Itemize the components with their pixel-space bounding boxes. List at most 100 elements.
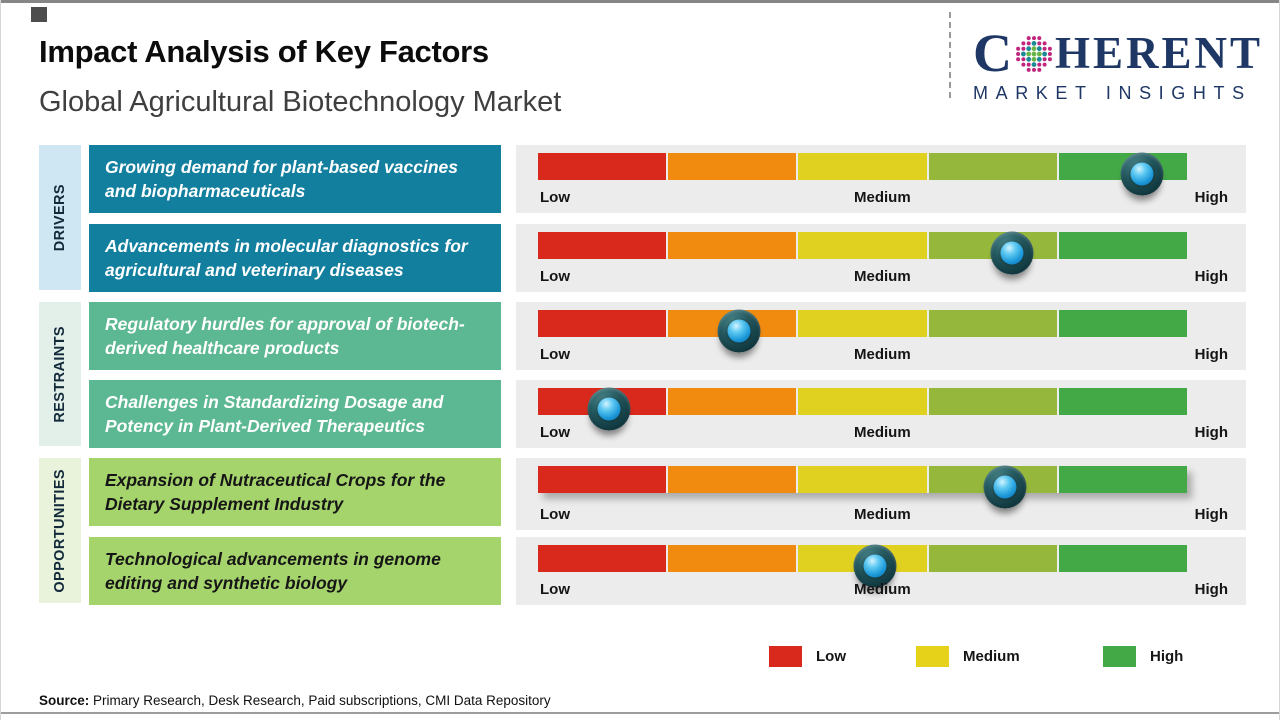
scale-label-medium: Medium bbox=[854, 506, 911, 523]
scale-segment-medium bbox=[798, 153, 927, 180]
impact-scale-row: Low Medium High bbox=[516, 537, 1246, 605]
impact-scale-bar bbox=[538, 231, 1188, 275]
scale-labels: Low Medium High bbox=[540, 189, 1228, 206]
factor-box: Growing demand for plant-based vaccines … bbox=[89, 145, 501, 213]
scale-label-medium: Medium bbox=[854, 424, 911, 441]
top-border bbox=[1, 0, 1279, 3]
scale-segment-low-mid bbox=[668, 153, 797, 180]
scale-segment-high bbox=[1058, 466, 1188, 493]
factor-box: Technological advancements in genome edi… bbox=[89, 537, 501, 605]
factor-text: Technological advancements in genome edi… bbox=[105, 548, 441, 593]
page-subtitle: Global Agricultural Biotechnology Market bbox=[39, 86, 562, 118]
scale-segment-low-mid bbox=[668, 545, 797, 572]
brand-letter-c: C bbox=[973, 23, 1012, 83]
category-opportunities: OPPORTUNITIES bbox=[39, 458, 81, 603]
scale-segment-medium bbox=[798, 232, 927, 259]
source-label: Source: bbox=[39, 693, 90, 708]
scale-segment-mid-high bbox=[928, 153, 1057, 180]
scale-label-high: High bbox=[1194, 424, 1228, 441]
scale-label-medium: Medium bbox=[854, 189, 911, 206]
scale-segment-high bbox=[1058, 388, 1188, 415]
category-restraints-label: RESTRAINTS bbox=[52, 325, 68, 423]
scale-labels: Low Medium High bbox=[540, 424, 1228, 441]
scale-label-high: High bbox=[1194, 189, 1228, 206]
factor-text: Expansion of Nutraceutical Crops for the… bbox=[105, 469, 446, 514]
scale-segment-low bbox=[538, 545, 667, 572]
source-note: Source: Primary Research, Desk Research,… bbox=[39, 693, 551, 708]
scale-segment-low bbox=[538, 466, 667, 493]
impact-scale-row: Low Medium High bbox=[516, 302, 1246, 370]
scale-label-low: Low bbox=[540, 506, 570, 523]
impact-scale-bar bbox=[538, 152, 1188, 196]
globe-icon bbox=[1016, 36, 1052, 72]
legend-item-high: High bbox=[1103, 646, 1183, 667]
impact-scale-row: Low Medium High bbox=[516, 224, 1246, 292]
scale-segment-low bbox=[538, 232, 667, 259]
legend-label-medium: Medium bbox=[963, 648, 1020, 665]
factor-box: Expansion of Nutraceutical Crops for the… bbox=[89, 458, 501, 526]
scale-label-low: Low bbox=[540, 581, 570, 598]
scale-label-medium: Medium bbox=[854, 268, 911, 285]
brand-wordmark: C HERENT bbox=[973, 26, 1265, 80]
impact-scale-bar bbox=[538, 387, 1188, 431]
scale-segment-low-mid bbox=[668, 232, 797, 259]
scale-segment-medium bbox=[798, 466, 927, 493]
factor-text: Challenges in Standardizing Dosage and P… bbox=[105, 391, 444, 436]
legend-swatch-high bbox=[1103, 646, 1136, 667]
impact-marker[interactable] bbox=[1120, 152, 1164, 196]
scale-segment-high bbox=[1058, 310, 1188, 337]
source-text: Primary Research, Desk Research, Paid su… bbox=[89, 693, 551, 708]
impact-scale-row: Low Medium High bbox=[516, 145, 1246, 213]
scale-segment-medium bbox=[798, 388, 927, 415]
scale-segment-low bbox=[538, 310, 667, 337]
scale-labels: Low Medium High bbox=[540, 346, 1228, 363]
category-opportunities-label: OPPORTUNITIES bbox=[52, 468, 68, 593]
impact-marker[interactable] bbox=[983, 465, 1027, 509]
scale-labels: Low Medium High bbox=[540, 581, 1228, 598]
page-title: Impact Analysis of Key Factors bbox=[39, 34, 489, 69]
bottom-border bbox=[1, 712, 1279, 714]
scale-segment-mid-high bbox=[928, 388, 1057, 415]
legend-swatch-medium bbox=[916, 646, 949, 667]
brand-logo: C HERENT MARKET INSIGHTS bbox=[973, 26, 1265, 104]
scale-label-high: High bbox=[1194, 581, 1228, 598]
scale-segment-low-mid bbox=[668, 466, 797, 493]
factor-text: Regulatory hurdles for approval of biote… bbox=[105, 313, 465, 358]
legend-item-low: Low bbox=[769, 646, 846, 667]
scale-label-low: Low bbox=[540, 424, 570, 441]
scale-label-high: High bbox=[1194, 346, 1228, 363]
scale-segment-high bbox=[1058, 545, 1188, 572]
category-restraints: RESTRAINTS bbox=[39, 302, 81, 446]
brand-letters-rest: HERENT bbox=[1055, 27, 1264, 78]
impact-marker[interactable] bbox=[587, 387, 631, 431]
scale-label-low: Low bbox=[540, 346, 570, 363]
scale-segment-low bbox=[538, 153, 667, 180]
impact-marker[interactable] bbox=[717, 309, 761, 353]
logo-separator bbox=[949, 12, 951, 98]
factor-box: Challenges in Standardizing Dosage and P… bbox=[89, 380, 501, 448]
corner-mark bbox=[31, 7, 47, 22]
factor-text: Growing demand for plant-based vaccines … bbox=[105, 156, 458, 201]
category-drivers: DRIVERS bbox=[39, 145, 81, 290]
legend-swatch-low bbox=[769, 646, 802, 667]
scale-label-high: High bbox=[1194, 268, 1228, 285]
impact-scale-row: Low Medium High bbox=[516, 380, 1246, 448]
factor-box: Regulatory hurdles for approval of biote… bbox=[89, 302, 501, 370]
scale-segment-medium bbox=[798, 310, 927, 337]
category-drivers-label: DRIVERS bbox=[52, 183, 68, 252]
scale-label-medium: Medium bbox=[854, 581, 911, 598]
scale-label-low: Low bbox=[540, 189, 570, 206]
factor-box: Advancements in molecular diagnostics fo… bbox=[89, 224, 501, 292]
scale-labels: Low Medium High bbox=[540, 268, 1228, 285]
scale-label-medium: Medium bbox=[854, 346, 911, 363]
impact-scale-bar bbox=[538, 465, 1188, 509]
impact-marker[interactable] bbox=[853, 544, 897, 588]
impact-scale-bar bbox=[538, 309, 1188, 353]
scale-label-high: High bbox=[1194, 506, 1228, 523]
scale-segment-mid-high bbox=[928, 310, 1057, 337]
scale-segment-mid-high bbox=[928, 545, 1057, 572]
factor-text: Advancements in molecular diagnostics fo… bbox=[105, 235, 468, 280]
impact-marker[interactable] bbox=[990, 231, 1034, 275]
impact-scale-bar bbox=[538, 544, 1188, 588]
